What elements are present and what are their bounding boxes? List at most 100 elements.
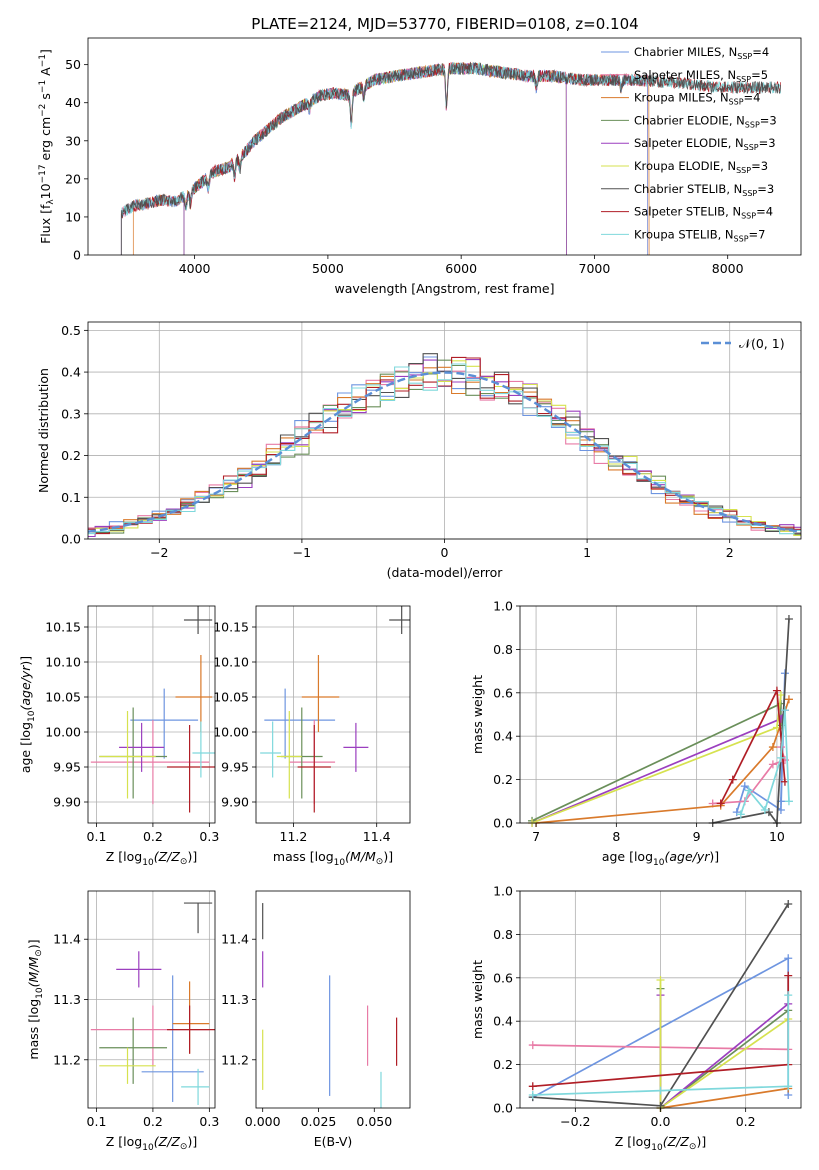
plot-area-residuals: [87, 353, 802, 538]
legend-label-chabrier-elodie: Chabrier ELODIE, NSSP=3: [634, 113, 777, 129]
y-tick-label: 10: [65, 209, 81, 224]
x-axis-label: Z [log10(Z/Z⊙)]: [106, 849, 197, 868]
x-tick-label: 0.1: [87, 1114, 107, 1129]
series-salpeter-elodie: [656, 991, 793, 1112]
y-tick-label: 11.4: [221, 932, 249, 947]
y-tick-label: 11.3: [53, 992, 81, 1007]
y-tick-label: 10.00: [45, 725, 81, 740]
legend-label-kroupa-miles: Kroupa MILES, NSSP=4: [634, 91, 760, 107]
y-tick-label: 0.0: [493, 1101, 513, 1116]
x-tick-label: 0.2: [143, 1114, 163, 1129]
legend-label-kroupa-stelib: Kroupa STELIB, NSSP=7: [634, 227, 765, 243]
series-marker: [784, 1082, 793, 1091]
series-marker: [716, 799, 725, 808]
spectrum-line-chabrier-stelib: [120, 61, 782, 255]
series-kroupa-stelib: [736, 706, 793, 819]
y-tick-label: 11.3: [221, 992, 249, 1007]
x-tick-label: 0.2: [143, 829, 163, 844]
panel-mass-weight-vs-z: −0.2 0.0 0.2 0.0 0.2 0.4 0.6 0.8 1.0 Z [log10(Z/Z…: [470, 884, 802, 1153]
x-axis-label: mass [log10(M/M⊙)]: [273, 849, 393, 868]
y-tick-label: 40: [65, 95, 81, 110]
y-tick-label: 0.8: [493, 642, 513, 657]
y-tick-label: 50: [65, 57, 81, 72]
errorbar-chabrier-stelib: [389, 606, 410, 634]
panel-residuals: −2 −1 0 1 2 0.0 0.1 0.2 0.3 0.4 0.5 (data-model)/er…: [36, 321, 802, 580]
series-line: [531, 702, 782, 822]
spectrum-line-kroupa-stelib: [120, 62, 782, 255]
errorbar-chabrier-elodie: [99, 1017, 168, 1084]
errorbar-chabrier-miles: [130, 688, 199, 759]
errorbar-kroupa-stelib: [181, 1068, 210, 1105]
errorbar-salpeter-miles: [90, 1005, 210, 1066]
x-axis-label: wavelength [Angstrom, rest frame]: [334, 281, 554, 296]
series-marker: [656, 1086, 665, 1095]
panel-spectrum: 4000 5000 6000 7000 8000 0 10 20 30 40 50 wavelengt…: [38, 37, 802, 296]
errorbar-salpeter-miles: [90, 720, 210, 805]
errorbar-kroupa-elodie: [99, 1047, 156, 1084]
series-marker: [776, 690, 785, 699]
legend-label-salpeter-elodie: Salpeter ELODIE, NSSP=3: [634, 136, 776, 152]
series-line: [739, 710, 790, 815]
y-tick-label: 10.00: [213, 725, 249, 740]
errorbar-chabrier-stelib: [183, 606, 213, 634]
panel-age-vs-z: 0.1 0.2 0.3 9.90 9.95 10.00 10.05 10.10 10.15 Z […: [18, 605, 219, 868]
y-axis-label: Normed distribution: [36, 368, 51, 493]
y-tick-label: 9.95: [221, 760, 249, 775]
x-tick-label: 9: [693, 829, 701, 844]
x-axis-label: age [log10(age/yr)]: [602, 849, 719, 868]
series-marker: [768, 743, 777, 752]
x-tick-label: 0.025: [301, 1114, 337, 1129]
x-tick-label: 11.4: [363, 829, 391, 844]
histogram-kroupa-miles: [88, 366, 801, 536]
legend-label-kroupa-elodie: Kroupa ELODIE, NSSP=3: [634, 159, 768, 175]
errorbar-kroupa-miles: [172, 981, 210, 1054]
plot-area-spectrum: [120, 61, 782, 256]
y-tick-label: 0.4: [493, 1014, 513, 1029]
axes-frame: [519, 890, 802, 1109]
x-axis-label: E(B-V): [314, 1134, 353, 1149]
x-tick-label: 0.000: [245, 1114, 281, 1129]
y-tick-label: 9.95: [53, 760, 81, 775]
panel-mass-weight-vs-age: 7 8 9 10 0.0 0.2 0.4 0.6 0.8 1.0 age [log10(age/yr…: [470, 599, 802, 868]
y-tick-label: 30: [65, 133, 81, 148]
x-tick-label: 0: [441, 545, 449, 560]
y-tick-label: 11.2: [53, 1052, 81, 1067]
series-marker: [768, 760, 777, 769]
y-axis-label: age [log10(age/yr)]: [18, 656, 37, 773]
series-marker: [784, 991, 793, 1000]
series-kroupa-stelib: [528, 991, 793, 1099]
errorbar-salpeter-elodie: [343, 722, 369, 772]
y-tick-label: 1.0: [493, 599, 513, 614]
errorbar-kroupa-stelib: [192, 721, 215, 778]
legend-label-salpeter-miles: Salpeter MILES, NSSP=5: [634, 68, 768, 84]
y-tick-label: 11.2: [221, 1052, 249, 1067]
series-marker: [740, 782, 749, 791]
y-tick-label: 0.2: [493, 1057, 513, 1072]
y-tick-label: 0.6: [493, 685, 513, 700]
y-tick-label: 9.90: [53, 795, 81, 810]
series-marker: [784, 615, 793, 624]
series-chabrier-elodie: [528, 699, 785, 825]
y-tick-label: 10.05: [45, 690, 81, 705]
gaussian-curve: [87, 371, 802, 533]
y-tick-label: 1.0: [493, 884, 513, 899]
errorbar-kroupa-miles: [301, 655, 340, 732]
series-marker: [780, 706, 789, 715]
errorbar-chabrier-miles: [141, 975, 204, 1102]
errorbar-salpeter-elodie: [119, 722, 165, 772]
axes-frame: [87, 605, 216, 824]
axes-frame: [87, 37, 802, 256]
series-marker: [784, 900, 793, 909]
y-axis-label: Flux [fλ10−17 erg cm−2 s−1 A−1]: [38, 49, 56, 244]
y-tick-label: 0.2: [61, 448, 81, 463]
plot-area-mass-vs-z: [90, 902, 215, 1105]
series-marker: [728, 775, 737, 784]
x-tick-label: −1: [293, 545, 311, 560]
y-tick-label: 10.10: [45, 655, 81, 670]
panel-mass-vs-ebv: 0.000 0.025 0.050 11.2 11.3 11.4 E(B-V): [221, 890, 411, 1149]
y-tick-label: 0.0: [493, 816, 513, 831]
x-tick-label: 0.3: [199, 1114, 219, 1129]
series-marker: [784, 954, 793, 963]
x-tick-label: 0.0: [651, 1114, 671, 1129]
errorbar-kroupa-miles: [175, 655, 213, 732]
